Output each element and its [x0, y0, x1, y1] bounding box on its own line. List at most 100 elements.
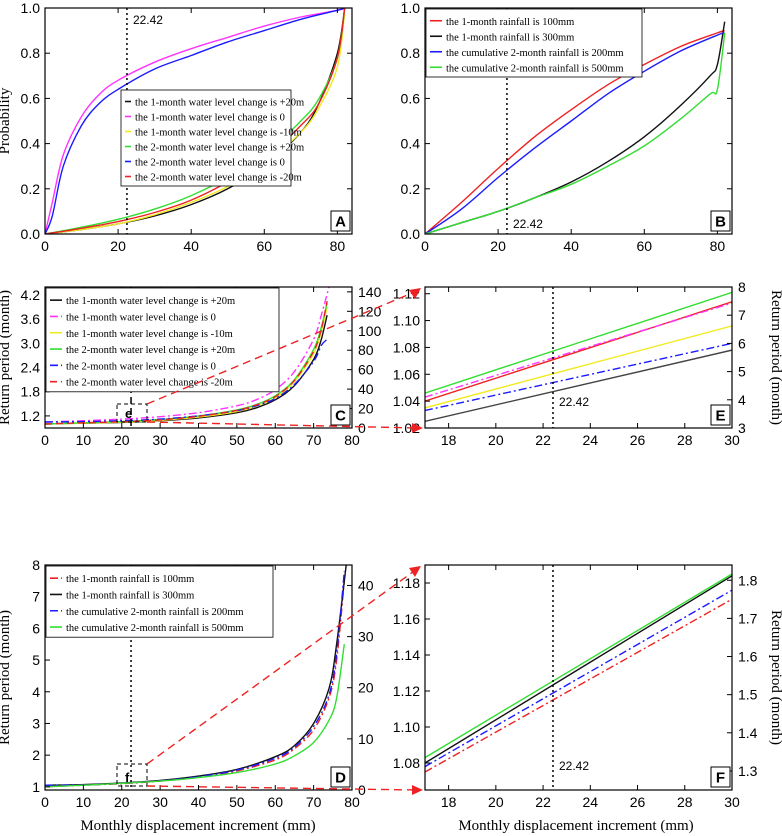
vline-value-label: 22.42 — [559, 395, 589, 409]
y-tick-label: 1.08 — [393, 339, 420, 355]
y-tick-label: 0.0 — [21, 226, 41, 242]
y-axis-label: Return period (month) — [0, 290, 13, 425]
y-tick-label: 1.0 — [21, 0, 41, 16]
y2-tick-label: 1.5 — [738, 687, 758, 703]
x-tick-label: 40 — [183, 238, 199, 254]
y-tick-label: 1.08 — [393, 755, 420, 771]
y-tick-label: 3 — [32, 715, 40, 731]
y2-tick-label: 0 — [358, 782, 366, 798]
series-line-yellow-2 — [425, 325, 732, 409]
panel-c: 0 10 20 30 40 50 60 70 80 1.2 1.8 2.4 3.0 3.6 4.2 0 20 40… — [0, 284, 382, 448]
y2-tick-label: 20 — [358, 680, 374, 696]
x-tick-label: 60 — [636, 238, 652, 254]
zoom-box — [116, 403, 148, 423]
zoom-arrow-top — [146, 568, 418, 765]
legend-a: the 1-month water level change is +20m th… — [120, 89, 304, 187]
y2-tick-label: 100 — [358, 323, 382, 339]
y-tick-label: 1.06 — [393, 366, 420, 382]
y-tick-label: 1.04 — [393, 393, 420, 409]
x-tick-label: 28 — [677, 794, 693, 810]
series-line-yellow-2 — [45, 12, 346, 234]
vline-value-label: 22.42 — [513, 217, 543, 231]
x-tick-label: 10 — [76, 432, 92, 448]
series-line-blue-1 — [425, 342, 732, 412]
legend-box — [425, 8, 643, 78]
legend-entry-1: the 1-month water level change is 0 — [66, 312, 216, 323]
x-tick-label: 20 — [488, 794, 504, 810]
zoom-callout-e: e — [116, 288, 423, 433]
zoom-arrow-bottom — [146, 785, 418, 791]
panel-label-f: F — [716, 770, 725, 787]
y-tick-label: 0.6 — [21, 90, 41, 106]
x-tick-label: 70 — [306, 794, 322, 810]
y-tick-label: 4 — [32, 684, 40, 700]
panel-label-box — [330, 404, 351, 426]
x-tick-label: 80 — [344, 432, 360, 448]
y-tick-label: 6 — [32, 620, 40, 636]
legend-box — [45, 287, 280, 393]
legend-entry-1: the 1-month rainfall is 300mm — [446, 32, 574, 43]
series-group — [425, 291, 732, 422]
y2-tick-label: 8 — [738, 279, 746, 295]
x-tick-label: 60 — [267, 432, 283, 448]
zoom-box-label: f — [125, 770, 130, 785]
panel-label-c: C — [335, 408, 346, 425]
series-line-green-3 — [425, 32, 726, 234]
legend-entry-4: the 2-month water level change is 0 — [135, 158, 285, 169]
series-line-gray-0 — [425, 349, 732, 422]
legend-entry-1: the 1-month rainfall is 300mm — [66, 590, 194, 601]
series-line-green-3 — [45, 644, 345, 788]
legend-entry-3: the cumulative 2-month rainfall is 500mm — [446, 63, 624, 74]
series-line-black-2 — [425, 575, 732, 764]
legend-entry-2: the 1-month water level change is -10m — [66, 329, 233, 340]
x-tick-label: 10 — [76, 794, 92, 810]
legend-entry-3: the cumulative 2-month rainfall is 500mm — [66, 623, 244, 634]
series-line-blue-4 — [45, 8, 345, 234]
series-line-red-3 — [425, 301, 732, 402]
legend-entry-0: the 1-month rainfall is 100mm — [66, 574, 194, 585]
x-tick-label: 80 — [330, 238, 346, 254]
x-tick-label: 50 — [229, 794, 245, 810]
panel-f: 18 20 22 24 26 28 30 1.08 1.10 1.12 1.14 1.16 1.18 1.… — [393, 564, 782, 810]
x-tick-label: 0 — [41, 432, 49, 448]
y2-tick-label: 3 — [738, 420, 746, 436]
series-line-green-3 — [425, 573, 732, 759]
zoom-box — [116, 763, 148, 787]
x-tick-label: 0 — [421, 238, 429, 254]
panel-label-d: D — [335, 770, 346, 787]
series-line-magenta-1 — [45, 8, 345, 234]
y-tick-label: 0.8 — [21, 45, 41, 61]
series-line-green-5 — [425, 291, 732, 394]
legend-entry-0: the 1-month water level change is +20m — [66, 296, 235, 307]
x-tick-label: 60 — [256, 238, 272, 254]
legend-entry-5: the 2-month water level change is -20m — [135, 173, 302, 184]
y-tick-label: 1.0 — [401, 0, 421, 16]
y2-tick-label: 4 — [738, 392, 746, 408]
zoom-arrow-top — [146, 290, 418, 405]
y-tick-label: 1 — [32, 779, 40, 795]
y-tick-label: 1.2 — [21, 408, 41, 424]
legend-c: the 1-month water level change is +20m th… — [45, 287, 280, 393]
x-tick-label: 80 — [344, 794, 360, 810]
y2-tick-label: 1.4 — [738, 725, 758, 741]
legend-entry-5: the 2-month water level change is -20m — [66, 378, 233, 389]
panel-label-box — [330, 210, 351, 232]
y-axis-label: Probability — [0, 87, 13, 154]
series-line-blue-2 — [425, 32, 725, 234]
legend-box — [45, 565, 274, 638]
y2-tick-label: 40 — [358, 577, 374, 593]
y2-tick-label: 1.8 — [738, 572, 758, 588]
x-tick-label: 26 — [630, 794, 646, 810]
legend-entry-3: the 2-month water level change is +20m — [66, 345, 235, 356]
series-line-red-0 — [425, 598, 732, 773]
y2-tick-label: 0 — [358, 420, 366, 436]
x-tick-label: 30 — [724, 794, 740, 810]
y2-tick-label: 7 — [738, 307, 746, 323]
zoom-box-label: e — [125, 406, 132, 421]
y2-tick-label: 80 — [358, 342, 374, 358]
x-tick-label: 20 — [114, 794, 130, 810]
panel-label-box — [330, 766, 351, 788]
axes-frame — [44, 7, 353, 235]
series-line-magenta-4 — [425, 302, 732, 398]
